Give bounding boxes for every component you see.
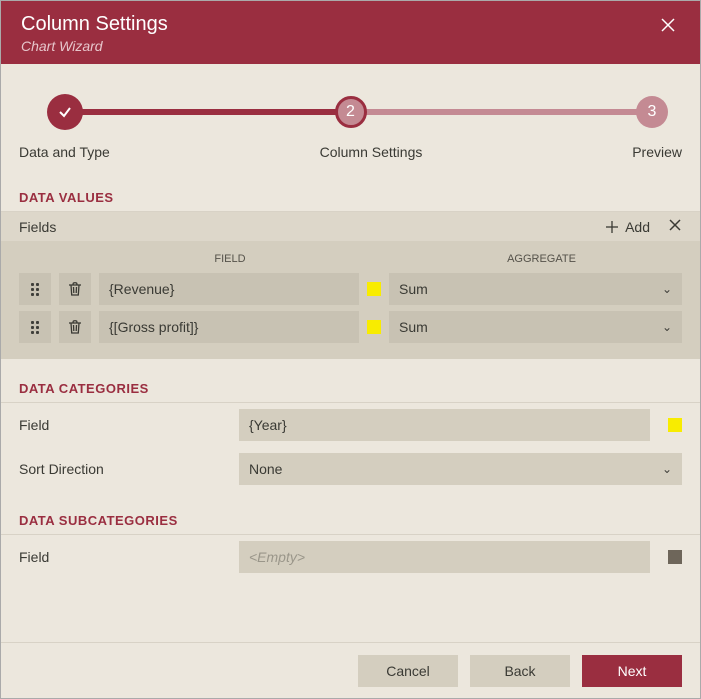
aggregate-column-header: AGGREGATE [401, 253, 682, 265]
step-1-label: Data and Type [19, 144, 110, 160]
chevron-down-icon: ⌄ [662, 320, 672, 334]
subcategory-field-placeholder: <Empty> [249, 549, 305, 565]
step-2-label: Column Settings [110, 144, 632, 160]
sort-direction-row: Sort Direction None ⌄ [1, 447, 700, 491]
header-titles: Column Settings Chart Wizard [21, 13, 168, 54]
sort-direction-value: None [249, 461, 282, 477]
subcategory-field-row: Field <Empty> [1, 535, 700, 579]
chevron-down-icon: ⌄ [662, 462, 672, 476]
dialog-header: Column Settings Chart Wizard [1, 1, 700, 64]
check-icon [57, 104, 73, 120]
step-2-number: 2 [346, 103, 355, 121]
close-icon [660, 17, 676, 33]
category-field-value: {Year} [249, 417, 287, 433]
chart-wizard-dialog: Column Settings Chart Wizard 2 3 Data an… [0, 0, 701, 699]
section-data-subcategories: DATA SUBCATEGORIES [1, 505, 700, 535]
values-table: FIELD AGGREGATE {Revenue} Sum ⌄ [1, 241, 700, 359]
step-3-label: Preview [632, 144, 682, 160]
stepper-track-done [49, 109, 351, 115]
category-field-input[interactable]: {Year} [239, 409, 650, 441]
chevron-down-icon: ⌄ [662, 282, 672, 296]
add-label: Add [625, 219, 650, 235]
dialog-subtitle: Chart Wizard [21, 38, 168, 54]
aggregate-value: Sum [399, 319, 428, 335]
field-label: Field [19, 417, 227, 433]
section-data-values: DATA VALUES [1, 182, 700, 212]
step-labels: Data and Type Column Settings Preview [19, 144, 682, 160]
color-swatch[interactable] [668, 550, 682, 564]
color-swatch[interactable] [668, 418, 682, 432]
step-3-upcoming[interactable]: 3 [636, 96, 668, 128]
stepper: 2 3 Data and Type Column Settings Previe… [1, 64, 700, 170]
category-field-row: Field {Year} [1, 403, 700, 447]
field-expression[interactable]: {Revenue} [99, 273, 359, 305]
drag-icon [31, 321, 39, 334]
field-expression[interactable]: {[Gross profit]} [99, 311, 359, 343]
step-1-completed[interactable] [47, 94, 83, 130]
fields-label: Fields [19, 219, 56, 235]
stepper-track-todo [351, 109, 653, 115]
trash-icon [67, 319, 83, 335]
close-icon [668, 218, 682, 232]
next-button[interactable]: Next [582, 655, 682, 687]
drag-handle[interactable] [19, 273, 51, 305]
close-button[interactable] [656, 13, 680, 42]
dialog-title: Column Settings [21, 13, 168, 36]
value-row: {[Gross profit]} Sum ⌄ [19, 311, 682, 343]
aggregate-select[interactable]: Sum ⌄ [389, 273, 682, 305]
column-headers: FIELD AGGREGATE [19, 245, 682, 273]
trash-icon [67, 281, 83, 297]
add-field-button[interactable]: Add [605, 219, 650, 235]
color-swatch[interactable] [367, 320, 381, 334]
subcategory-field-input[interactable]: <Empty> [239, 541, 650, 573]
cancel-button[interactable]: Cancel [358, 655, 458, 687]
value-row: {Revenue} Sum ⌄ [19, 273, 682, 305]
delete-row-button[interactable] [59, 273, 91, 305]
dialog-footer: Cancel Back Next [1, 642, 700, 698]
back-button[interactable]: Back [470, 655, 570, 687]
delete-row-button[interactable] [59, 311, 91, 343]
content-area: DATA VALUES Fields Add FIELD AGGREGATE [1, 170, 700, 642]
field-label: Field [19, 549, 227, 565]
clear-fields-button[interactable] [668, 218, 682, 235]
field-column-header: FIELD [97, 253, 363, 265]
drag-handle[interactable] [19, 311, 51, 343]
sort-direction-select[interactable]: None ⌄ [239, 453, 682, 485]
aggregate-select[interactable]: Sum ⌄ [389, 311, 682, 343]
color-swatch[interactable] [367, 282, 381, 296]
step-2-current[interactable]: 2 [335, 96, 367, 128]
plus-icon [605, 220, 619, 234]
fields-bar: Fields Add [1, 212, 700, 241]
step-3-number: 3 [648, 103, 657, 121]
aggregate-value: Sum [399, 281, 428, 297]
sort-label: Sort Direction [19, 461, 227, 477]
drag-icon [31, 283, 39, 296]
section-data-categories: DATA CATEGORIES [1, 373, 700, 403]
